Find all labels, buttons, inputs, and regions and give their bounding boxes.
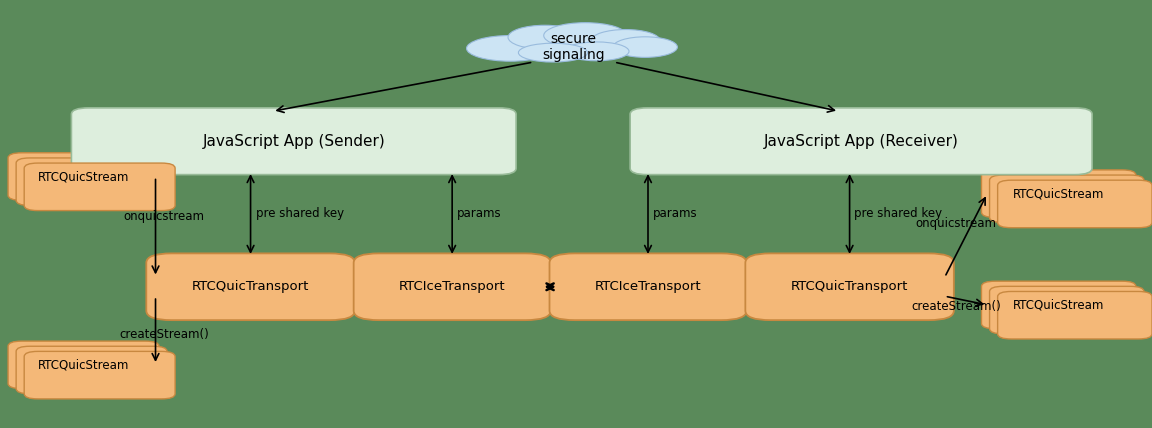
FancyBboxPatch shape (24, 163, 175, 211)
FancyBboxPatch shape (982, 170, 1136, 217)
Text: createStream(): createStream() (911, 300, 1001, 313)
Ellipse shape (508, 25, 582, 49)
FancyBboxPatch shape (24, 351, 175, 399)
Text: createStream(): createStream() (120, 328, 209, 341)
Text: RTCQuicTransport: RTCQuicTransport (791, 280, 908, 293)
Text: secure
signaling: secure signaling (543, 32, 605, 62)
Text: onquicstream: onquicstream (123, 210, 205, 223)
FancyBboxPatch shape (990, 175, 1144, 223)
Text: RTCQuicStream: RTCQuicStream (38, 170, 129, 183)
FancyBboxPatch shape (354, 253, 551, 320)
Text: pre shared key: pre shared key (257, 208, 344, 220)
Text: params: params (652, 208, 697, 220)
FancyBboxPatch shape (550, 253, 746, 320)
Text: RTCQuicStream: RTCQuicStream (1013, 187, 1105, 200)
FancyBboxPatch shape (16, 158, 167, 205)
FancyBboxPatch shape (146, 253, 355, 320)
Ellipse shape (518, 43, 588, 62)
Ellipse shape (613, 37, 677, 57)
FancyBboxPatch shape (16, 346, 167, 394)
Text: RTCQuicStream: RTCQuicStream (1013, 298, 1105, 312)
FancyBboxPatch shape (745, 253, 954, 320)
Text: params: params (456, 208, 501, 220)
FancyBboxPatch shape (8, 341, 159, 389)
FancyBboxPatch shape (71, 108, 516, 175)
FancyBboxPatch shape (998, 291, 1152, 339)
FancyBboxPatch shape (982, 281, 1136, 329)
Text: RTCQuicTransport: RTCQuicTransport (192, 280, 309, 293)
FancyBboxPatch shape (990, 286, 1144, 334)
FancyBboxPatch shape (8, 153, 159, 200)
Text: RTCIceTransport: RTCIceTransport (399, 280, 506, 293)
Ellipse shape (564, 42, 629, 61)
Text: RTCQuicStream: RTCQuicStream (38, 358, 129, 372)
Ellipse shape (544, 23, 627, 48)
Text: JavaScript App (Receiver): JavaScript App (Receiver) (764, 134, 958, 149)
FancyBboxPatch shape (630, 108, 1092, 175)
Text: onquicstream: onquicstream (916, 217, 996, 229)
Ellipse shape (467, 36, 554, 61)
Text: RTCIceTransport: RTCIceTransport (594, 280, 702, 293)
Ellipse shape (591, 30, 660, 52)
Text: pre shared key: pre shared key (855, 208, 942, 220)
Text: JavaScript App (Sender): JavaScript App (Sender) (203, 134, 385, 149)
FancyBboxPatch shape (998, 180, 1152, 228)
